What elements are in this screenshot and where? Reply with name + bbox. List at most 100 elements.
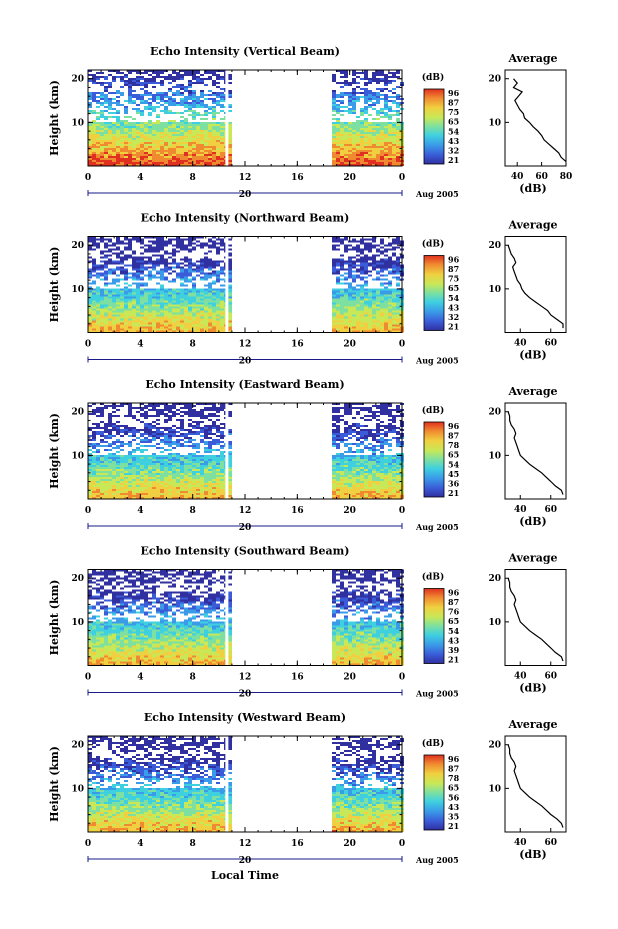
- heatmap-cell: [220, 268, 224, 271]
- heatmap-cell: [220, 328, 224, 331]
- heatmap-cell: [208, 298, 212, 301]
- heatmap-cell: [228, 158, 232, 160]
- y-tick-label: 20: [71, 75, 84, 85]
- heatmap-cell: [184, 435, 188, 437]
- heatmap-cell: [392, 320, 396, 323]
- heatmap-cell: [184, 324, 188, 327]
- heatmap-cell: [172, 140, 176, 142]
- heatmap-cell: [104, 154, 108, 156]
- heatmap-cell: [136, 300, 140, 303]
- heatmap-cell: [136, 146, 140, 148]
- heatmap-cell: [364, 445, 368, 447]
- heatmap-cell: [228, 156, 232, 158]
- heatmap-cell: [384, 260, 388, 263]
- heatmap-cell: [376, 98, 380, 100]
- heatmap-cell: [356, 455, 360, 457]
- heatmap-cell: [144, 244, 148, 247]
- heatmap-cell: [160, 451, 164, 453]
- heatmap-cell: [120, 308, 124, 311]
- heatmap-cell: [180, 262, 184, 265]
- heatmap-cell: [168, 328, 172, 331]
- heatmap-cell: [88, 162, 92, 164]
- heatmap-cell: [144, 158, 148, 160]
- heatmap-cell: [208, 300, 212, 303]
- heatmap-cell: [228, 326, 232, 329]
- heatmap-cell: [92, 318, 96, 321]
- heatmap-cell: [360, 134, 364, 136]
- heatmap-cell: [376, 262, 380, 265]
- heatmap-cell: [220, 98, 224, 100]
- heatmap-cell: [128, 409, 132, 411]
- heatmap-cell: [140, 162, 144, 164]
- heatmap-cell: [152, 407, 156, 409]
- heatmap-cell: [148, 102, 152, 104]
- heatmap-cell: [364, 330, 368, 333]
- heatmap-cell: [216, 298, 220, 301]
- heatmap-cell: [192, 90, 196, 92]
- heatmap-cell: [104, 156, 108, 158]
- heatmap-cell: [200, 78, 204, 80]
- heatmap-cell: [368, 162, 372, 164]
- heatmap-cell: [124, 300, 128, 303]
- heatmap-cell: [108, 457, 112, 459]
- heatmap-cell: [88, 306, 92, 309]
- heatmap-cell: [100, 84, 104, 86]
- heatmap-cell: [160, 403, 164, 405]
- heatmap-cell: [116, 306, 120, 309]
- heatmap-cell: [192, 162, 196, 164]
- heatmap-cell: [120, 152, 124, 154]
- heatmap-cell: [144, 296, 148, 299]
- heatmap-cell: [340, 310, 344, 313]
- heatmap-cell: [208, 124, 212, 126]
- heatmap-cell: [376, 308, 380, 311]
- heatmap-cell: [396, 110, 400, 112]
- heatmap-cell: [212, 112, 216, 114]
- heatmap-cell: [228, 322, 232, 325]
- heatmap-cell: [200, 324, 204, 327]
- heatmap-cell: [180, 278, 184, 281]
- heatmap-cell: [340, 322, 344, 325]
- heatmap-cell: [368, 140, 372, 142]
- heatmap-cell: [348, 244, 352, 247]
- heatmap-cell: [364, 258, 368, 261]
- heatmap-cell: [344, 405, 348, 407]
- heatmap-cell: [196, 134, 200, 136]
- heatmap-cell: [192, 318, 196, 321]
- heatmap-cell: [352, 322, 356, 325]
- heatmap-cell: [184, 90, 188, 92]
- heatmap-cell: [96, 82, 100, 84]
- heatmap-cell: [168, 288, 172, 291]
- heatmap-cell: [192, 134, 196, 136]
- heatmap-cell: [344, 106, 348, 108]
- heatmap-cell: [180, 150, 184, 152]
- heatmap-cell: [156, 431, 160, 433]
- heatmap-cell: [380, 308, 384, 311]
- heatmap-cell: [344, 308, 348, 311]
- heatmap-cell: [148, 138, 152, 140]
- heatmap-cell: [184, 126, 188, 128]
- heatmap-cell: [184, 118, 188, 120]
- heatmap-cell: [356, 120, 360, 122]
- heatmap-cell: [160, 290, 164, 293]
- heatmap-cell: [104, 314, 108, 317]
- heatmap-cell: [124, 160, 128, 162]
- heatmap-cell: [168, 90, 172, 92]
- heatmap-cell: [156, 148, 160, 150]
- heatmap-cell: [216, 326, 220, 329]
- heatmap-cell: [360, 262, 364, 265]
- heatmap-cell: [100, 164, 104, 166]
- heatmap-cell: [168, 302, 172, 305]
- heatmap-cell: [360, 266, 364, 269]
- heatmap-cell: [364, 266, 368, 269]
- heatmap-cell: [348, 314, 352, 317]
- heatmap-cell: [228, 411, 232, 413]
- heatmap-cell: [148, 314, 152, 317]
- heatmap-cell: [112, 292, 116, 295]
- heatmap-cell: [140, 308, 144, 311]
- heatmap-cell: [148, 409, 152, 411]
- heatmap-cell: [140, 407, 144, 409]
- heatmap-cell: [388, 282, 392, 285]
- heatmap-cell: [344, 150, 348, 152]
- heatmap-cell: [336, 152, 340, 154]
- heatmap-cell: [148, 427, 152, 429]
